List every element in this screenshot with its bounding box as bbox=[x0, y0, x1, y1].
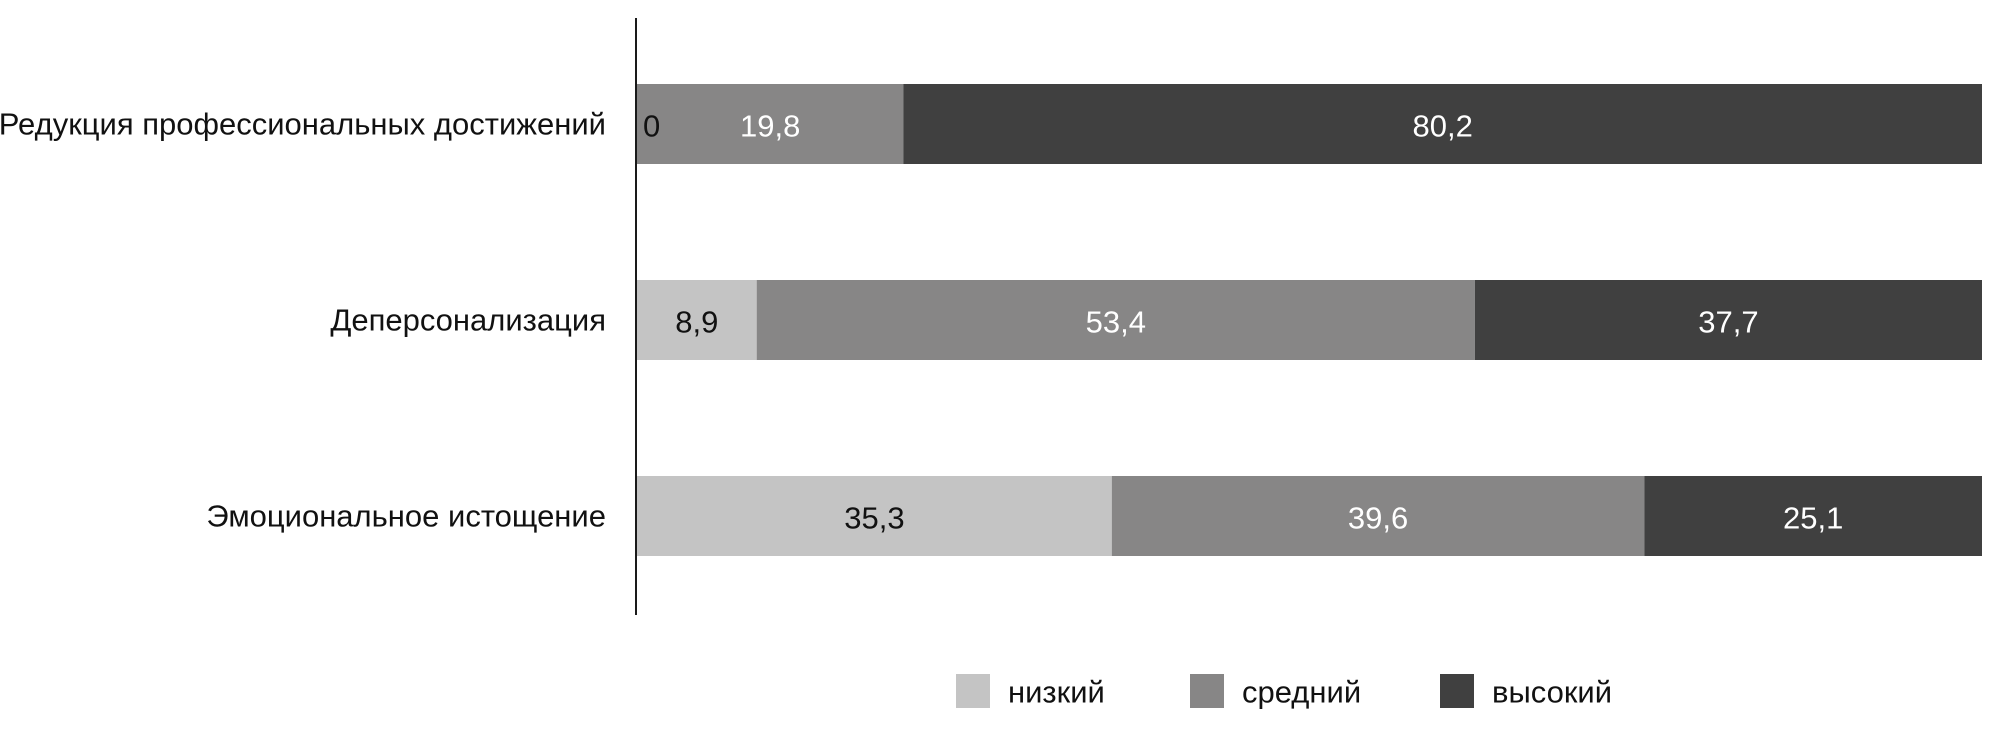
legend-swatch bbox=[1190, 674, 1224, 708]
data-label: 80,2 bbox=[1412, 109, 1472, 144]
data-label: 0 bbox=[643, 109, 660, 144]
legend: низкий средний высокий bbox=[956, 674, 1612, 710]
data-label: 53,4 bbox=[1086, 305, 1146, 340]
legend-swatch bbox=[1440, 674, 1474, 708]
bar-segment bbox=[637, 280, 757, 360]
data-label: 19,8 bbox=[740, 109, 800, 144]
bars-group bbox=[637, 84, 1982, 556]
legend-label: высокий bbox=[1492, 675, 1612, 710]
bar-segment bbox=[637, 476, 1112, 556]
data-label: 8,9 bbox=[675, 305, 718, 340]
category-label: Редукция профессиональных достижений bbox=[0, 107, 606, 142]
value-labels: 0 19,8 80,2 8,9 53,4 37,7 35,3 39,6 25,1 bbox=[643, 109, 1843, 536]
bar-segment bbox=[1644, 476, 1982, 556]
bar-segment bbox=[756, 280, 1475, 360]
legend-label: низкий bbox=[1008, 675, 1105, 710]
bar-segment bbox=[1474, 280, 1982, 360]
bar-segment bbox=[637, 84, 904, 164]
legend-label: средний bbox=[1242, 675, 1361, 710]
data-label: 39,6 bbox=[1348, 501, 1408, 536]
bar-segment bbox=[1111, 476, 1645, 556]
data-label: 37,7 bbox=[1698, 305, 1758, 340]
legend-swatch bbox=[956, 674, 990, 708]
data-label: 25,1 bbox=[1783, 501, 1843, 536]
category-labels: Редукция профессиональных достижений Депе… bbox=[0, 107, 606, 534]
bar-segment bbox=[903, 84, 1982, 164]
category-label: Эмоциональное истощение bbox=[206, 499, 606, 534]
category-label: Деперсонализация bbox=[330, 303, 606, 338]
data-label: 35,3 bbox=[844, 501, 904, 536]
